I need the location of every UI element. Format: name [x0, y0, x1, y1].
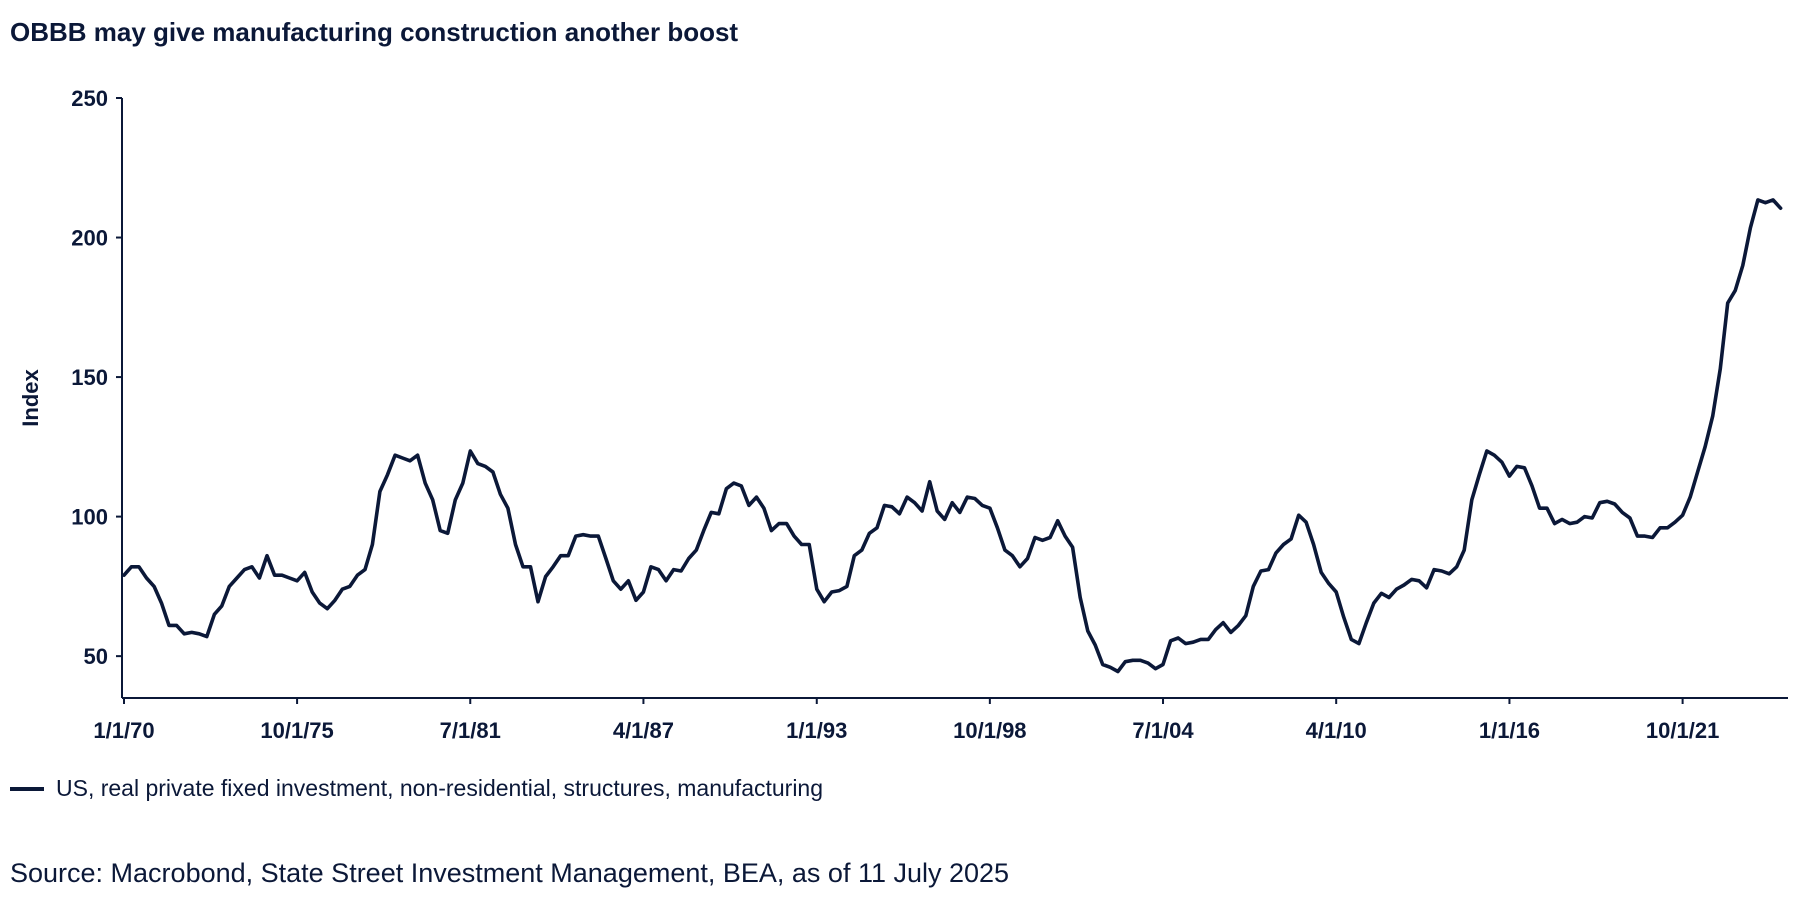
legend-swatch: [10, 786, 44, 791]
x-tick-label: 10/1/21: [1646, 718, 1719, 743]
x-tick-label: 7/1/04: [1132, 718, 1194, 743]
legend-label: US, real private fixed investment, non-r…: [56, 775, 824, 801]
series-line-0: [122, 198, 1783, 674]
y-tick-label: 150: [71, 365, 108, 390]
plot-area: [122, 198, 1783, 674]
chart-title: OBBB may give manufacturing construction…: [10, 17, 739, 47]
x-tick-label: 1/1/70: [93, 718, 154, 743]
x-tick-label: 4/1/10: [1306, 718, 1367, 743]
x-tick-label: 10/1/98: [953, 718, 1026, 743]
y-tick-label: 250: [71, 86, 108, 111]
x-tick-label: 10/1/75: [260, 718, 333, 743]
y-axis-label: Index: [18, 369, 43, 427]
y-axis: 50 100 150 200 250: [71, 86, 123, 698]
x-tick-label: 7/1/81: [440, 718, 501, 743]
x-tick-label: 1/1/16: [1479, 718, 1540, 743]
y-tick-label: 50: [84, 644, 108, 669]
source-note: Source: Macrobond, State Street Investme…: [10, 858, 1010, 888]
x-tick-label: 1/1/93: [786, 718, 847, 743]
legend: US, real private fixed investment, non-r…: [10, 775, 823, 802]
x-axis: 1/1/70 10/1/75 7/1/81 4/1/87 1/1/93 10/1/98 7/…: [93, 697, 1788, 743]
y-tick-label: 100: [71, 505, 108, 530]
x-tick-label: 4/1/87: [613, 718, 674, 743]
y-tick-label: 200: [71, 226, 108, 251]
